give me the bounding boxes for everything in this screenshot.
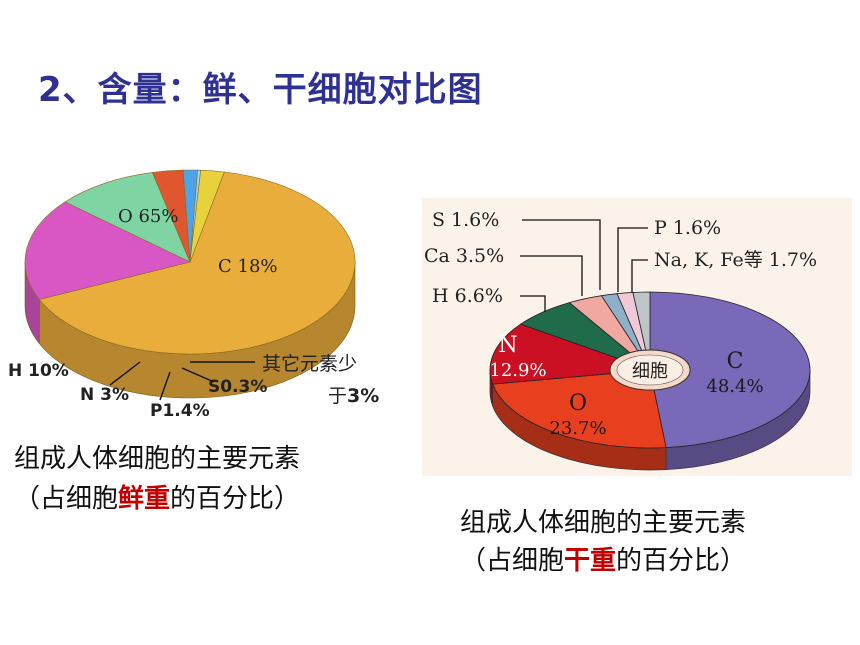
- dry-label-N: N: [498, 333, 517, 358]
- dry-caption-pre: （占细胞: [460, 546, 565, 576]
- page-title: 2、含量：鲜、干细胞对比图: [38, 70, 483, 110]
- dry-caption-post: 的百分比）: [616, 546, 747, 576]
- dry-label-O: O: [569, 391, 587, 416]
- dry-caption-line2: （占细胞干重的百分比）: [460, 540, 746, 577]
- dry-leader-H: [520, 295, 546, 312]
- dry-leader-other: [631, 259, 648, 292]
- dry-label-S: S 1.6%: [432, 209, 499, 231]
- dry-center-inner: [616, 354, 684, 386]
- fresh-label-O: O 65%: [118, 206, 179, 227]
- fresh-leader-S: [181, 367, 215, 383]
- fresh-caption-post: 的百分比）: [170, 484, 301, 514]
- dry-label-P: P 1.6%: [654, 217, 721, 239]
- dry-center-label: 细胞: [632, 361, 668, 382]
- fresh-leader-N: [109, 361, 141, 386]
- fresh-label-other-line2: 于3%: [328, 385, 379, 407]
- fresh-slice-C: [24, 201, 191, 300]
- fresh-label-P: P1.4%: [150, 401, 210, 421]
- dry-leader-Ca: [520, 255, 583, 296]
- dry-pie-group: 细胞 C48.4% O23.7% N12.9% S 1.6% Ca 3.5% H 6.6% P…: [424, 209, 817, 471]
- fresh-caption-line1: 组成人体细胞的主要元素: [14, 444, 301, 474]
- fresh-label-C: C 18%: [218, 256, 278, 277]
- fresh-label-N: N 3%: [80, 385, 129, 405]
- dry-label-other: Na, K, Fe等 1.7%: [654, 249, 817, 271]
- dry-leader-P: [617, 227, 648, 292]
- fresh-caption-pre: （占细胞: [14, 484, 119, 514]
- fresh-slice-O: [38, 171, 356, 355]
- dry-label-O-pct: 23.7%: [549, 418, 606, 439]
- fresh-label-other-line1: 其它元素少: [262, 353, 357, 375]
- fresh-caption-line2: （占细胞鲜重的百分比）: [14, 478, 300, 515]
- dry-label-H: H 6.6%: [432, 285, 503, 307]
- fresh-leader-P: [159, 371, 171, 401]
- dry-label-Ca: Ca 3.5%: [424, 245, 504, 267]
- dry-label-C-pct: 48.4%: [706, 376, 763, 397]
- fresh-slice-H: [64, 172, 191, 263]
- dry-caption-line1: 组成人体细胞的主要元素: [460, 508, 747, 538]
- fresh-slice-其它元素: [189, 169, 225, 263]
- fresh-label-other-pct: 3%: [347, 385, 379, 407]
- dry-caption-highlight: 干重: [564, 546, 617, 576]
- dry-label-C: C: [727, 349, 744, 374]
- dry-leader-S: [522, 219, 601, 290]
- fresh-label-H: H 10%: [8, 361, 69, 381]
- fresh-caption-highlight: 鲜重: [118, 484, 171, 514]
- fresh-label-S: S0.3%: [208, 377, 267, 397]
- dry-label-N-pct: 12.9%: [489, 360, 546, 381]
